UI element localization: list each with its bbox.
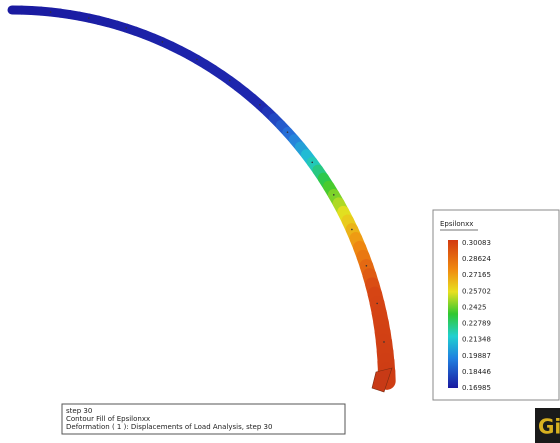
- legend-label: 0.25702: [462, 287, 491, 295]
- legend-title: Epsilonxx: [440, 220, 473, 228]
- color-scale: [448, 240, 458, 388]
- viewport: Epsilonxx 0.30083 0.28624 0.27165 0.25702 0.…: [0, 0, 560, 443]
- legend-label: 0.18446: [462, 368, 491, 376]
- logo: GiD: [535, 408, 560, 443]
- info-line: Contour Fill of Epsilonxx: [66, 415, 150, 423]
- info-line: step 30: [66, 407, 92, 415]
- node: [383, 341, 385, 343]
- deformed-beam: [12, 10, 392, 392]
- node: [229, 80, 231, 82]
- node: [311, 162, 313, 164]
- node: [351, 229, 353, 231]
- legend-label: 0.21348: [462, 336, 491, 344]
- node: [376, 303, 378, 305]
- node: [125, 27, 127, 29]
- node: [162, 41, 164, 43]
- legend-label: 0.16985: [462, 384, 491, 392]
- legend-label: 0.22789: [462, 320, 491, 328]
- legend-label: 0.28624: [462, 255, 491, 263]
- node: [259, 104, 261, 106]
- node: [88, 17, 90, 19]
- node: [287, 131, 289, 133]
- legend-label: 0.19887: [462, 352, 491, 360]
- legend-label: 0.2425: [462, 303, 487, 311]
- legend: Epsilonxx 0.30083 0.28624 0.27165 0.25702 0.…: [433, 210, 559, 400]
- logo-text: GiD: [538, 415, 560, 439]
- node: [196, 59, 198, 61]
- node: [50, 11, 52, 13]
- info-line: Deformation ( 1 ): Displacements of Load…: [66, 423, 272, 431]
- node: [333, 194, 335, 196]
- legend-label: 0.27165: [462, 271, 491, 279]
- info-box: step 30 Contour Fill of Epsilonxx Deform…: [62, 404, 345, 434]
- node: [366, 265, 368, 267]
- legend-label: 0.30083: [462, 239, 491, 247]
